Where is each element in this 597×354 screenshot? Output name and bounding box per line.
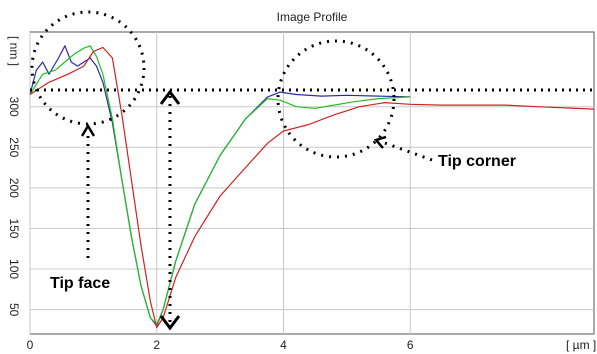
y-tick-label: 150 xyxy=(7,218,21,238)
depth-arrow-down-head xyxy=(159,315,181,331)
chart-title: Image Profile xyxy=(277,10,348,24)
y-tick-label: 100 xyxy=(7,259,21,279)
tip-face-arrow-head xyxy=(80,123,96,137)
x-axis-label: [ µm ] xyxy=(566,338,596,352)
y-axis-label: [ nm ] xyxy=(7,36,21,66)
x-tick-label: 4 xyxy=(280,338,287,352)
tip-corner-label: Tip corner xyxy=(438,153,516,170)
tick-labels: 0 2 4 6 50 100 150 200 250 300 xyxy=(7,97,414,352)
y-tick-label: 300 xyxy=(7,97,21,117)
grid xyxy=(29,32,594,334)
x-tick-label: 6 xyxy=(407,338,414,352)
x-tick-label: 0 xyxy=(27,338,34,352)
y-tick-label: 50 xyxy=(7,303,21,317)
series-layer xyxy=(29,45,595,329)
annotation-layer: Tip face Tip corner xyxy=(30,10,594,331)
series-line-3 xyxy=(29,46,595,329)
tip-corner-circle xyxy=(276,39,396,159)
plot-frame xyxy=(29,31,595,335)
tip-corner-arrow-line xyxy=(381,140,433,162)
x-tick-label: 2 xyxy=(153,338,160,352)
y-tick-label: 200 xyxy=(7,178,21,198)
series-line-2 xyxy=(29,45,411,325)
tip-face-circle xyxy=(30,10,146,126)
y-tick-label: 250 xyxy=(7,137,21,157)
tip-face-label: Tip face xyxy=(50,275,110,292)
tip-corner-arrow-head xyxy=(373,135,387,149)
depth-arrow-up-head xyxy=(159,89,181,105)
